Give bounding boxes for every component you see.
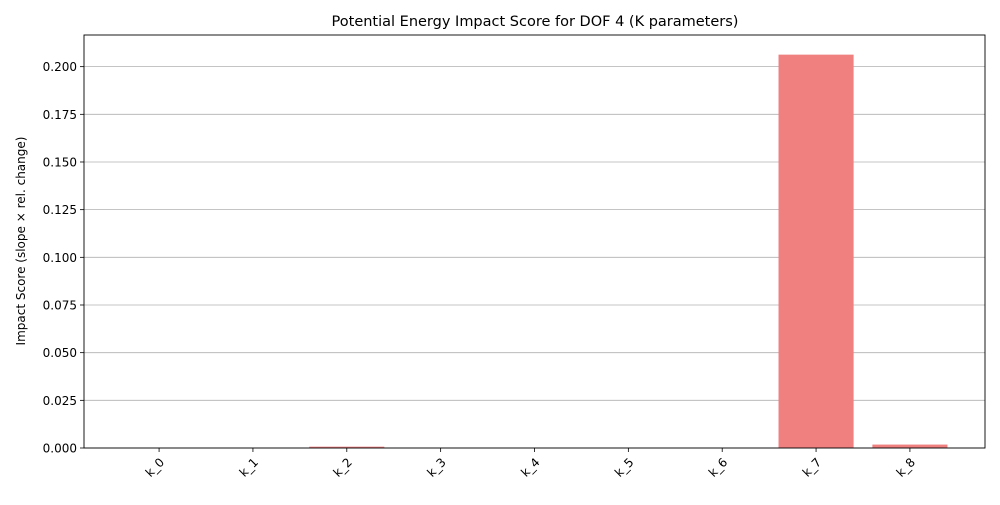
y-tick-label: 0.075	[43, 298, 77, 312]
x-tick-label: k_4	[518, 455, 542, 479]
y-tick-label: 0.050	[43, 346, 77, 360]
bar-k_7	[778, 54, 854, 448]
gridlines	[84, 66, 985, 449]
y-tick-label: 0.125	[43, 203, 77, 217]
chart-title: Potential Energy Impact Score for DOF 4 …	[332, 14, 739, 30]
x-tick-label: k_7	[800, 455, 824, 479]
x-tick-label: k_2	[330, 455, 354, 479]
x-tick-label: k_6	[706, 455, 730, 479]
x-tick-label: k_0	[143, 455, 167, 479]
bar-k_8	[872, 444, 948, 448]
y-axis-label: Impact Score (slope × rel. change)	[14, 137, 28, 346]
y-tick-label: 0.100	[43, 251, 77, 265]
y-axis-ticks: 0.000 0.025 0.050 0.075 0.100 0.125 0.150 0.175…	[43, 60, 84, 456]
x-axis-ticks: k_0 k_1 k_2 k_3 k_4 k_5 k_6 k_7 k_8	[143, 448, 918, 480]
y-tick-label: 0.150	[43, 155, 77, 169]
y-tick-label: 0.175	[43, 108, 77, 122]
x-tick-label: k_1	[237, 455, 261, 479]
x-tick-label: k_8	[894, 455, 918, 479]
bars	[309, 54, 948, 448]
y-tick-label: 0.025	[43, 394, 77, 408]
y-tick-label: 0.200	[43, 60, 77, 74]
y-tick-label: 0.000	[43, 442, 77, 456]
x-tick-label: k_3	[424, 455, 448, 479]
bar-k_2	[309, 446, 385, 448]
x-tick-label: k_5	[612, 455, 636, 479]
